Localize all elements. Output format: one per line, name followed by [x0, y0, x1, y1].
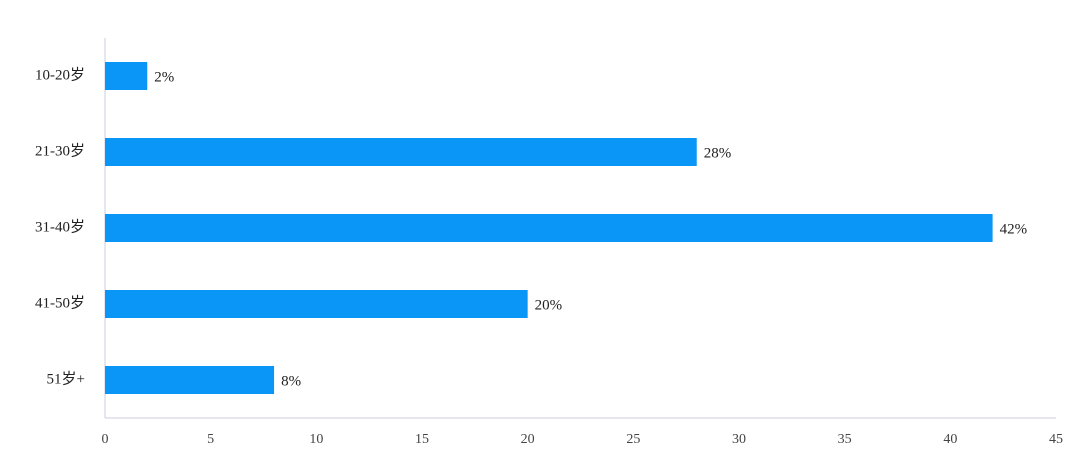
bar [105, 62, 148, 90]
value-label: 8% [281, 373, 301, 389]
value-label: 20% [535, 297, 563, 313]
x-tick-label: 30 [732, 432, 746, 447]
x-tick-label: 5 [207, 432, 214, 447]
x-tick-label: 0 [102, 432, 109, 447]
bar [105, 214, 993, 242]
bar [105, 290, 528, 318]
x-tick-label: 20 [521, 432, 535, 447]
y-tick-label: 31-40岁 [35, 218, 85, 235]
value-label: 42% [1000, 221, 1028, 237]
x-tick-label: 35 [838, 432, 852, 447]
x-tick-label: 25 [626, 432, 640, 447]
x-tick-label: 15 [415, 432, 429, 447]
x-tick-label: 45 [1049, 432, 1063, 447]
x-tick-label: 10 [309, 432, 323, 447]
y-tick-label: 51岁+ [47, 370, 85, 387]
value-label: 2% [154, 69, 174, 85]
y-tick-label: 10-20岁 [35, 66, 85, 83]
y-tick-label: 41-50岁 [35, 294, 85, 311]
y-tick-label: 21-30岁 [35, 142, 85, 159]
value-label: 28% [704, 145, 732, 161]
x-tick-label: 40 [943, 432, 957, 447]
bar [105, 366, 275, 394]
bar [105, 138, 697, 166]
